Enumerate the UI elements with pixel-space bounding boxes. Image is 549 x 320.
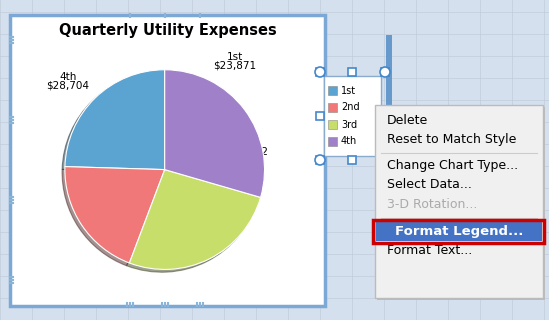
Bar [316, 112, 324, 120]
Text: 4th: 4th [59, 72, 77, 82]
Bar [376, 222, 542, 241]
FancyBboxPatch shape [10, 15, 325, 306]
Text: Change Chart Type...: Change Chart Type... [387, 159, 518, 172]
Text: $28,704: $28,704 [47, 81, 89, 91]
Bar [348, 68, 356, 76]
FancyBboxPatch shape [377, 107, 545, 300]
Text: 2nd: 2nd [237, 138, 257, 148]
Bar [381, 68, 389, 76]
Text: $25,564: $25,564 [133, 249, 177, 259]
Bar [381, 156, 389, 164]
Circle shape [315, 67, 325, 77]
Text: Quarterly Utility Expenses: Quarterly Utility Expenses [59, 23, 277, 38]
Bar [328, 137, 337, 146]
Bar [386, 35, 392, 155]
Text: 2nd: 2nd [341, 102, 360, 113]
Circle shape [380, 67, 390, 77]
Bar [328, 103, 337, 112]
Text: 1st: 1st [227, 52, 243, 62]
Bar [328, 120, 337, 129]
Wedge shape [165, 70, 265, 197]
Text: 4th: 4th [341, 137, 357, 147]
Text: Format Text...: Format Text... [387, 244, 472, 257]
Text: Delete: Delete [387, 114, 428, 126]
Text: $23,871: $23,871 [214, 61, 256, 71]
Circle shape [380, 155, 390, 165]
Text: 3-D Rotation...: 3-D Rotation... [387, 197, 478, 211]
FancyBboxPatch shape [324, 76, 381, 156]
FancyBboxPatch shape [375, 105, 543, 298]
Text: 1st: 1st [341, 85, 356, 95]
Bar [316, 68, 324, 76]
Bar [328, 86, 337, 95]
Text: Format Legend...: Format Legend... [395, 225, 523, 237]
Wedge shape [130, 170, 261, 269]
Text: 3rd: 3rd [146, 240, 164, 250]
Wedge shape [65, 70, 165, 170]
Bar [348, 156, 356, 164]
Bar [381, 112, 389, 120]
Text: Reset to Match Style: Reset to Match Style [387, 132, 517, 146]
Text: Select Data...: Select Data... [387, 179, 472, 191]
Circle shape [315, 155, 325, 165]
Wedge shape [65, 167, 165, 263]
Text: $19,202: $19,202 [226, 147, 268, 157]
Bar [316, 156, 324, 164]
Text: 3rd: 3rd [341, 119, 357, 130]
